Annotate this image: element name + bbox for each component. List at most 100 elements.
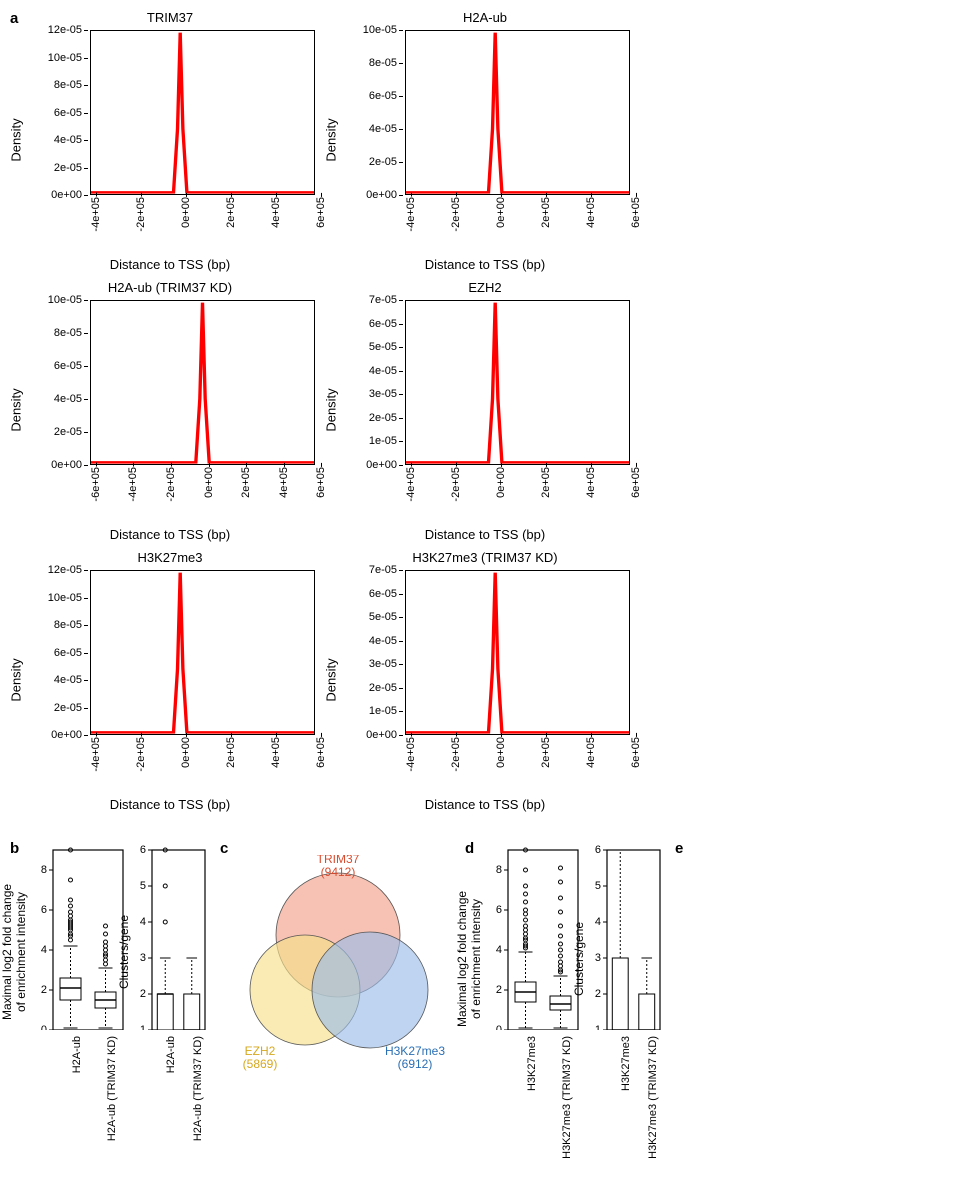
y-tick: 4e-05 xyxy=(54,674,82,686)
y-axis-label: Clusters/gene xyxy=(117,915,131,989)
svg-text:2: 2 xyxy=(140,988,146,1000)
x-tick: H3K27me3 (TRIM37 KD) xyxy=(647,1036,659,1159)
svg-text:3: 3 xyxy=(595,952,601,964)
y-tick: 4e-05 xyxy=(54,393,82,405)
y-tick: 2e-05 xyxy=(369,156,397,168)
svg-text:2: 2 xyxy=(496,984,502,996)
x-tick: 4e+05 xyxy=(270,197,282,228)
y-tick: 2e-05 xyxy=(54,426,82,438)
x-tick: -4e+05 xyxy=(127,467,139,502)
x-tick: H2A-ub xyxy=(71,1036,83,1073)
boxplot: Maximal log2 fold changeof enrichment in… xyxy=(473,840,583,1180)
y-tick: 7e-05 xyxy=(369,294,397,306)
svg-text:4: 4 xyxy=(595,916,601,928)
x-tick: H2A-ub (TRIM37 KD) xyxy=(192,1036,204,1141)
x-tick: 0e+00 xyxy=(180,197,192,228)
panel-b: b Maximal log2 fold changeof enrichment … xyxy=(10,840,210,1160)
density-plot: H2A-ubDensity0e+002e-054e-056e-058e-0510… xyxy=(335,10,635,270)
panel-e-label: e xyxy=(675,840,683,857)
svg-text:0: 0 xyxy=(41,1024,47,1030)
svg-text:TRIM37(9412): TRIM37(9412) xyxy=(317,855,360,879)
y-tick: 0e+00 xyxy=(366,189,397,201)
bottom-row: b Maximal log2 fold changeof enrichment … xyxy=(10,840,956,1180)
x-tick: 2e+05 xyxy=(225,197,237,228)
svg-text:1: 1 xyxy=(595,1024,601,1030)
x-tick: -2e+05 xyxy=(450,737,462,772)
x-tick: 2e+05 xyxy=(540,737,552,768)
x-tick: -2e+05 xyxy=(135,197,147,232)
y-tick: 6e-05 xyxy=(369,318,397,330)
x-axis-label: Distance to TSS (bp) xyxy=(335,527,635,542)
x-axis-label: Distance to TSS (bp) xyxy=(20,527,320,542)
y-tick: 10e-05 xyxy=(48,294,82,306)
density-plot: H3K27me3 (TRIM37 KD)Density0e+001e-052e-… xyxy=(335,550,635,810)
svg-text:6: 6 xyxy=(41,904,47,916)
x-tick: 4e+05 xyxy=(585,467,597,498)
x-tick: 4e+05 xyxy=(278,467,290,498)
plot-title: H2A-ub (TRIM37 KD) xyxy=(20,280,320,295)
svg-text:5: 5 xyxy=(595,880,601,892)
x-tick: H3K27me3 xyxy=(620,1036,632,1091)
x-tick: H2A-ub xyxy=(165,1036,177,1073)
y-tick: 4e-05 xyxy=(369,635,397,647)
panel-d: d Maximal log2 fold changeof enrichment … xyxy=(465,840,665,1180)
svg-text:0: 0 xyxy=(496,1024,502,1030)
y-tick: 10e-05 xyxy=(363,24,397,36)
y-tick: 6e-05 xyxy=(54,647,82,659)
svg-text:6: 6 xyxy=(595,844,601,856)
x-tick: 6e+05 xyxy=(315,197,327,228)
x-tick: -4e+05 xyxy=(405,737,417,772)
y-tick: 6e-05 xyxy=(369,588,397,600)
y-tick: 4e-05 xyxy=(369,123,397,135)
venn-diagram: TRIM37(9412)EZH2(5869)H3K27me3(6912) xyxy=(220,855,455,1085)
figure: a TRIM37Density0e+002e-054e-056e-058e-05… xyxy=(10,10,956,1180)
plot-title: H3K27me3 xyxy=(20,550,320,565)
svg-text:6: 6 xyxy=(496,904,502,916)
plot-title: TRIM37 xyxy=(20,10,320,25)
y-tick: 8e-05 xyxy=(369,57,397,69)
svg-text:EZH2(5869): EZH2(5869) xyxy=(243,1044,278,1071)
boxplot: Clusters/gene123456H3K27me3H3K27me3 (TRI… xyxy=(583,840,665,1180)
x-axis-label: Distance to TSS (bp) xyxy=(335,797,635,812)
density-plot: H3K27me3Density0e+002e-054e-056e-058e-05… xyxy=(20,550,320,810)
y-tick: 2e-05 xyxy=(369,682,397,694)
x-tick: 6e+05 xyxy=(315,467,327,498)
x-tick: -4e+05 xyxy=(90,737,102,772)
y-tick: 4e-05 xyxy=(369,365,397,377)
y-tick: 0e+00 xyxy=(51,459,82,471)
panel-c-label: c xyxy=(220,840,228,857)
x-tick: H3K27me3 (TRIM37 KD) xyxy=(561,1036,573,1159)
y-tick: 8e-05 xyxy=(54,79,82,91)
y-tick: 7e-05 xyxy=(369,564,397,576)
x-tick: 2e+05 xyxy=(240,467,252,498)
x-axis-label: Distance to TSS (bp) xyxy=(335,257,635,272)
y-tick: 3e-05 xyxy=(369,388,397,400)
y-tick: 6e-05 xyxy=(54,107,82,119)
y-tick: 10e-05 xyxy=(48,592,82,604)
y-tick: 2e-05 xyxy=(54,702,82,714)
y-tick: 0e+00 xyxy=(366,459,397,471)
x-tick: 6e+05 xyxy=(630,197,642,228)
x-tick: 0e+00 xyxy=(203,467,215,498)
x-axis-label: Distance to TSS (bp) xyxy=(20,797,320,812)
density-plot: EZH2Density0e+001e-052e-053e-054e-055e-0… xyxy=(335,280,635,540)
plot-title: H2A-ub xyxy=(335,10,635,25)
y-tick: 3e-05 xyxy=(369,658,397,670)
y-tick: 12e-05 xyxy=(48,564,82,576)
density-plot: TRIM37Density0e+002e-054e-056e-058e-0510… xyxy=(20,10,320,270)
svg-text:4: 4 xyxy=(140,916,146,928)
x-tick: -2e+05 xyxy=(450,197,462,232)
y-tick: 6e-05 xyxy=(54,360,82,372)
y-tick: 2e-05 xyxy=(369,412,397,424)
x-tick: 0e+00 xyxy=(495,467,507,498)
x-tick: 6e+05 xyxy=(315,737,327,768)
y-tick: 5e-05 xyxy=(369,611,397,623)
svg-text:8: 8 xyxy=(41,864,47,876)
y-tick: 0e+00 xyxy=(51,729,82,741)
density-plot: H2A-ub (TRIM37 KD)Density0e+002e-054e-05… xyxy=(20,280,320,540)
panel-a-label: a xyxy=(10,10,18,27)
x-tick: 4e+05 xyxy=(270,737,282,768)
svg-text:6: 6 xyxy=(140,844,146,856)
x-tick: 4e+05 xyxy=(585,737,597,768)
y-tick: 8e-05 xyxy=(54,619,82,631)
